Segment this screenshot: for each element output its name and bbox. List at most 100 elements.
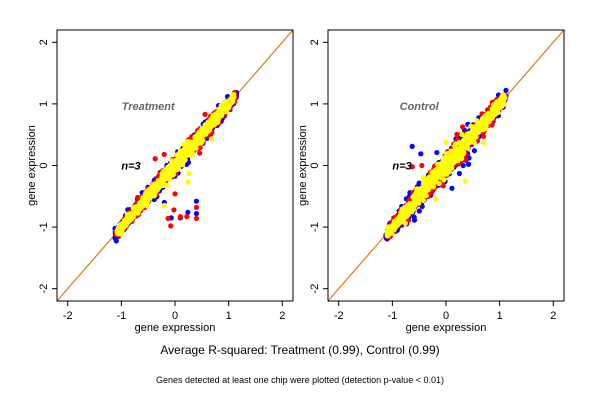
data-point: [131, 205, 137, 211]
data-point: [463, 137, 469, 143]
data-point: [182, 157, 188, 163]
data-point: [390, 225, 396, 231]
footnote: Genes detected at least one chip were pl…: [156, 375, 444, 385]
sample-count-annotation: n=3: [121, 161, 140, 173]
data-point: [420, 197, 426, 203]
panel-treatment: -2 -1 0 1 2 -2 -1 0 1 2 gene expression gene expres…: [26, 29, 294, 334]
y-axis-label: gene expression: [297, 125, 309, 206]
y-tick-label: -1: [309, 222, 321, 232]
data-point: [449, 165, 455, 171]
data-point: [474, 118, 480, 124]
x-tick-label: 0: [443, 310, 449, 322]
data-point: [434, 166, 440, 172]
data-point: [166, 171, 172, 177]
data-point: [162, 173, 168, 179]
outlier-point: [449, 185, 455, 191]
data-point: [459, 131, 465, 138]
data-point: [220, 104, 226, 110]
x-tick-label: 1: [497, 310, 503, 322]
data-point: [193, 145, 199, 151]
data-point: [411, 214, 417, 220]
outlier-point: [193, 198, 200, 204]
data-point: [131, 214, 137, 220]
data-point: [189, 141, 196, 147]
outlier-point: [172, 191, 178, 197]
data-point: [143, 194, 149, 200]
outlier-point: [409, 164, 415, 170]
outlier-point: [434, 149, 440, 156]
outlier-point: [152, 156, 158, 162]
data-point: [418, 189, 425, 195]
data-point: [194, 135, 200, 141]
sample-count-annotation: n=3: [392, 161, 411, 173]
data-point: [402, 220, 408, 226]
data-point: [126, 213, 132, 219]
data-point: [214, 110, 221, 116]
data-point: [132, 209, 138, 215]
series-2: [384, 92, 508, 239]
data-point: [460, 143, 466, 149]
y-tick-label: -2: [38, 284, 50, 294]
data-point: [385, 228, 392, 234]
x-axis-label: gene expression: [135, 322, 216, 334]
panel-title: Control: [400, 101, 440, 113]
data-point: [418, 185, 424, 191]
outlier-point: [168, 223, 174, 229]
data-point: [393, 220, 399, 226]
outlier-point: [185, 179, 191, 185]
data-point: [464, 141, 471, 148]
data-point: [464, 145, 471, 151]
data-point: [485, 115, 491, 121]
x-tick-label: 2: [279, 310, 285, 322]
outlier-point: [165, 215, 171, 222]
data-point: [429, 174, 435, 180]
data-point: [448, 148, 454, 154]
outlier-point: [171, 207, 177, 213]
outlier-point: [409, 143, 415, 150]
y-tick-label: -1: [38, 222, 50, 232]
y-tick-label: 2: [38, 39, 50, 45]
outlier-point: [197, 150, 203, 156]
data-point: [471, 139, 477, 146]
outlier-point: [480, 140, 487, 146]
y-axis-label: gene expression: [26, 125, 38, 206]
outlier-point: [471, 148, 478, 154]
data-point: [447, 156, 453, 162]
outlier-point: [177, 214, 183, 220]
data-point: [440, 160, 446, 166]
data-point: [442, 166, 449, 172]
x-tick-label: 2: [550, 310, 556, 322]
data-point: [503, 87, 509, 93]
data-point: [135, 194, 141, 200]
data-point: [161, 178, 167, 184]
data-point: [406, 205, 413, 211]
data-point: [173, 167, 179, 173]
data-point: [458, 148, 465, 154]
outlier-point: [202, 111, 208, 117]
outlier-point: [462, 178, 468, 184]
data-point: [452, 141, 459, 147]
data-point: [428, 179, 434, 185]
outlier-point: [419, 162, 425, 169]
data-point: [414, 193, 420, 199]
y-tick-label: 2: [309, 39, 321, 45]
series-2: [114, 92, 237, 237]
outlier-point: [433, 196, 439, 202]
data-point: [480, 133, 487, 139]
data-point: [122, 218, 128, 224]
x-axis-label: gene expression: [406, 322, 487, 334]
data-point: [479, 123, 485, 129]
outlier-point: [185, 209, 191, 215]
outlier-point: [208, 136, 215, 142]
data-point: [460, 124, 466, 130]
data-point: [117, 225, 123, 231]
y-tick-label: 1: [309, 101, 321, 107]
data-point: [499, 103, 505, 109]
data-point: [229, 97, 235, 103]
data-point: [385, 233, 391, 239]
panel-title: Treatment: [122, 101, 176, 113]
x-tick-label: -1: [116, 310, 126, 322]
outlier-point: [184, 214, 190, 220]
